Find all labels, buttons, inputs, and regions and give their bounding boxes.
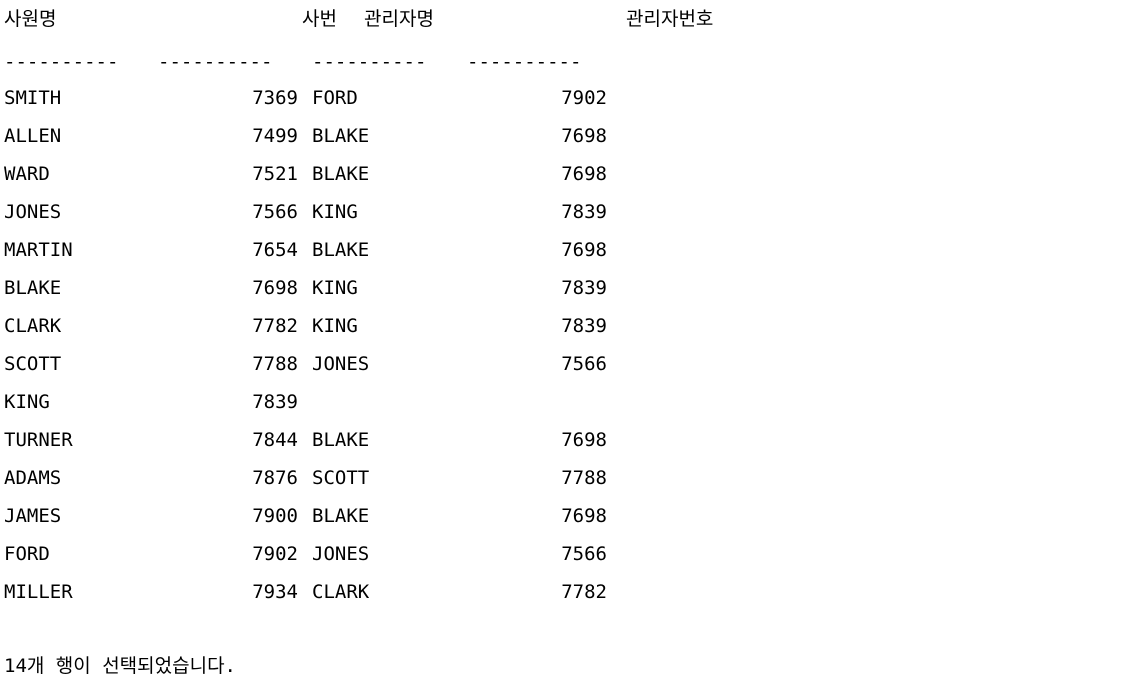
cell-mgrno: 7839 <box>561 201 607 223</box>
cell-empno: 7839 <box>252 391 298 413</box>
cell-mgrno: 7782 <box>561 581 607 603</box>
cell-empno: 7369 <box>252 87 298 109</box>
separator-row: ---------- ---------- ---------- -------… <box>4 43 581 81</box>
separator-name: ---------- <box>4 51 119 73</box>
cell-mgrname: CLARK <box>312 581 370 603</box>
cell-mgrname: JONES <box>312 353 370 375</box>
cell-mgrname: BLAKE <box>312 125 370 147</box>
cell-name: JAMES <box>4 505 62 527</box>
header-name: 사원명 <box>4 8 57 30</box>
cell-mgrno: 7698 <box>561 505 607 527</box>
cell-mgrname: FORD <box>312 87 358 109</box>
cell-mgrname: KING <box>312 201 358 223</box>
cell-name: BLAKE <box>4 277 62 299</box>
cell-empno: 7876 <box>252 467 298 489</box>
cell-empno: 7698 <box>252 277 298 299</box>
cell-name: MILLER <box>4 581 73 603</box>
cell-mgrno: 7698 <box>561 125 607 147</box>
cell-name: ADAMS <box>4 467 62 489</box>
cell-mgrno: 7839 <box>561 315 607 337</box>
cell-empno: 7902 <box>252 543 298 565</box>
cell-empno: 7499 <box>252 125 298 147</box>
cell-empno: 7566 <box>252 201 298 223</box>
separator-mgrno: ---------- <box>467 51 582 73</box>
cell-empno: 7782 <box>252 315 298 337</box>
cell-empno: 7844 <box>252 429 298 451</box>
cell-name: WARD <box>4 163 50 185</box>
cell-mgrno: 7698 <box>561 239 607 261</box>
cell-name: TURNER <box>4 429 73 451</box>
separator-empno: ---------- <box>158 51 273 73</box>
cell-name: MARTIN <box>4 239 73 261</box>
status-line: 14개 행이 선택되었습니다. <box>4 655 236 677</box>
cell-mgrno: 7839 <box>561 277 607 299</box>
cell-name: SCOTT <box>4 353 62 375</box>
cell-mgrname: BLAKE <box>312 429 370 451</box>
cell-empno: 7521 <box>252 163 298 185</box>
cell-mgrname: BLAKE <box>312 163 370 185</box>
cell-mgrno: 7902 <box>561 87 607 109</box>
cell-mgrno: 7566 <box>561 543 607 565</box>
cell-mgrname: BLAKE <box>312 505 370 527</box>
cell-name: FORD <box>4 543 50 565</box>
cell-name: SMITH <box>4 87 62 109</box>
cell-empno: 7654 <box>252 239 298 261</box>
cell-name: CLARK <box>4 315 62 337</box>
separator-mgrname: ---------- <box>312 51 427 73</box>
header-mgrname: 관리자명 <box>364 8 434 30</box>
cell-mgrname: BLAKE <box>312 239 370 261</box>
cell-name: ALLEN <box>4 125 62 147</box>
cell-empno: 7934 <box>252 581 298 603</box>
cell-name: JONES <box>4 201 62 223</box>
cell-mgrno: 7698 <box>561 429 607 451</box>
cell-mgrno: 7788 <box>561 467 607 489</box>
cell-name: KING <box>4 391 50 413</box>
cell-mgrname: KING <box>312 315 358 337</box>
cell-mgrname: JONES <box>312 543 370 565</box>
cell-empno: 7788 <box>252 353 298 375</box>
header-row: 사원명 사번 관리자명 관리자번호 <box>4 0 713 38</box>
header-empno: 사번 <box>302 8 337 30</box>
cell-mgrno: 7566 <box>561 353 607 375</box>
header-mgrno: 관리자번호 <box>626 8 714 30</box>
cell-empno: 7900 <box>252 505 298 527</box>
cell-mgrname: SCOTT <box>312 467 370 489</box>
cell-mgrname: KING <box>312 277 358 299</box>
cell-mgrno: 7698 <box>561 163 607 185</box>
